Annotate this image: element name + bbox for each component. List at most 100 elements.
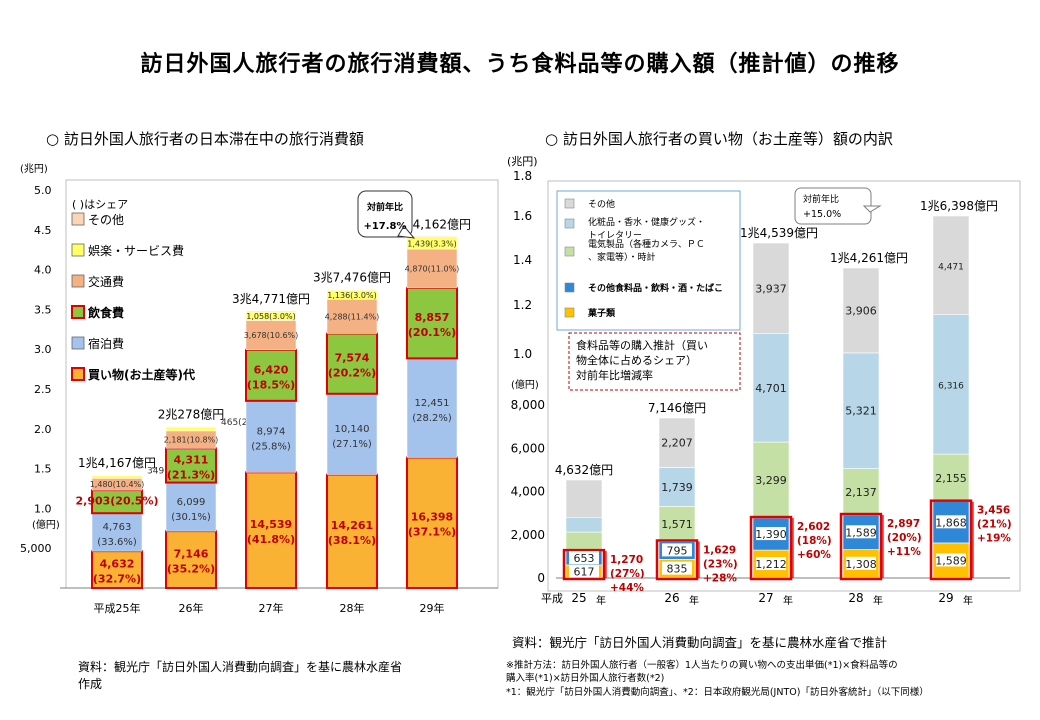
right-bar-label-cosmetics: 6,316 [938,381,964,391]
left-legend-swatch-transport [71,274,85,288]
right-legend-label-electronics: 電気製品（各種カメラ、ＰＣ [588,238,705,250]
right-legend-swatch-other_food [564,282,575,293]
right-food-change: +28% [703,573,737,585]
right-x-suffix: 年 [873,594,883,607]
right-bar-other [658,417,696,468]
left-yoy-value: +17.8% [363,221,406,232]
left-bar-label: 4,311 [174,453,209,466]
right-x-suffix: 年 [963,594,973,607]
right-x-suffix: 年 [596,594,606,607]
left-y-tick: 4.5 [34,224,52,237]
left-y-tick: 1.5 [34,463,52,476]
note-line-1: 食料品等の購入推計（買い [576,338,708,352]
left-bar-share: (30.1%) [171,512,211,523]
right-food-highlight [929,499,973,581]
left-bar-share: (38.1%) [328,534,376,547]
left-bar-food [406,286,458,360]
left-bar-label: 1,480(10.4%) [90,480,145,489]
left-bar-label: 3,678(10.6%) [244,331,299,340]
left-bar-total: 3兆4,771億円 [232,292,310,306]
right-label-bg [846,525,876,539]
left-y-tick: 2.5 [34,383,52,396]
right-food-share: (27%) [610,568,645,580]
right-x-prefix: 平成 [541,592,563,605]
left-y-tick: 2.0 [34,423,52,436]
right-bar-other [752,242,790,335]
right-legend: その他化粧品・香水・健康グッズ・トイレタリー電気製品（各種カメラ、ＰＣ、家電等）… [556,190,741,331]
left-stacked-bar-chart: (兆円) (億円) 5.0 4.5 4.0 3.5 3.0 2.5 2.0 1.5 1.0 5,0… [20,163,499,615]
left-legend-label-shopping: 買い物(お土産等)代 [88,367,195,382]
left-bar-share: (18.5%) [247,378,295,391]
left-bar-lodging [406,358,458,458]
right-food-change: +11% [887,546,921,558]
right-bar-electronics [752,441,790,519]
left-bars: 4,632 (32.7%) 4,763 (33.6%) 2,903(20.5%) 1,48… [75,217,471,590]
right-legend-label-other_food: その他食料品・飲料・酒・たばこ [588,282,723,294]
right-bar-total: 7,146億円 [648,401,706,415]
left-bar-share: (28.2%) [412,413,452,424]
left-bar-label: 12,451 [415,398,450,409]
right-x-tick: 29 [938,591,953,605]
left-bar-total: 3兆7,476億円 [313,271,391,285]
left-bar-label: 4,763 [103,522,132,533]
left-y-tick: 4.0 [34,264,52,277]
right-bar-label-other: 4,471 [938,262,964,272]
right-bar-sweets [932,542,970,579]
right-label-bg [846,556,876,570]
left-legend-label-food: 飲食費 [87,305,124,320]
right-bar-electronics [565,531,603,552]
left-y-tick: 5.0 [34,184,52,197]
left-chart-heading: ○ 訪日外国人旅行者の日本滞在中の旅行消費額 [46,130,364,148]
right-chart-heading: ○ 訪日外国人旅行者の買い物（お土産等）額の内訳 [545,130,893,148]
left-y-tick: 3.5 [34,303,52,316]
right-bar-cosmetics [752,333,790,443]
right-bar-electronics [658,506,696,542]
left-bar-label: 8,974 [257,427,286,438]
left-legend-swatch-lodging [71,336,85,350]
right-bar-total: 4,632億円 [555,463,613,477]
right-label-bg [569,564,599,578]
left-bar-other [326,289,378,291]
right-bar-label-other_food: 1,868 [935,516,967,529]
left-legend-label-entertainment: 娯楽・サービス費 [88,243,184,258]
right-bar-label-cosmetics: 5,321 [845,405,877,418]
right-bar-label-sweets: 617 [574,565,595,578]
note-line-2: 物全体に占めるシェア） [576,353,697,367]
right-legend-label-other: その他 [588,198,615,210]
left-bar-shopping [245,471,297,589]
right-bar-electronics [932,453,970,502]
left-bar-shopping [165,530,217,590]
right-legend-label-electronics-2: 、家電等）・時計 [588,251,656,263]
right-legend-swatch-electronics [564,246,575,257]
left-legend-swatch-other [71,212,85,226]
left-bar-share: (21.3%) [167,468,215,481]
right-bar-label-other: 2,207 [661,437,693,450]
right-bar-sweets [565,564,603,579]
left-bar-label: 10,140 [335,424,370,435]
right-food-value: 3,456 [977,505,1010,517]
right-label-bg [569,551,599,565]
right-bar-label-electronics: 2,155 [935,472,967,485]
right-bar-label-other_food: 1,390 [755,528,787,541]
left-bar-label: 1,439(3.3%) [407,239,456,248]
left-legend-label-lodging: 宿泊費 [88,336,124,351]
left-bar-other [245,310,297,313]
left-bar-food [245,348,297,402]
left-legend-swatch-shopping [71,367,85,381]
right-legend-swatch-cosmetics [564,218,575,229]
right-legend-label-cosmetics: 化粧品・香水・健康グッズ・ [588,216,705,228]
right-food-value: 1,629 [703,545,736,557]
right-food-value: 1,270 [610,554,643,566]
left-bar-share: (32.7%) [93,573,141,586]
right-food-value: 2,897 [887,518,920,530]
left-bar-share: (20.2%) [328,367,376,380]
right-bar-other_food [752,517,790,551]
left-bar-share: (20.1%) [408,326,456,339]
right-bar-label-electronics: 2,137 [845,486,877,499]
right-x-tick: 27 [758,591,773,605]
left-bar-label: 4,632 [100,558,135,571]
left-bar-label: 16,398 [411,511,453,524]
right-bar-label-cosmetics: 4,701 [755,382,787,395]
